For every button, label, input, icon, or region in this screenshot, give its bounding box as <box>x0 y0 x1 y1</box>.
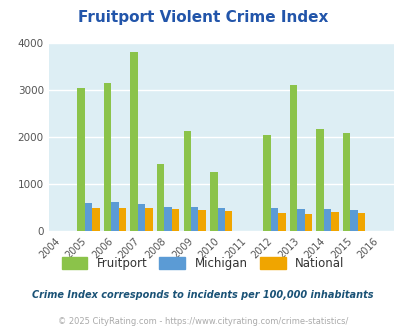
Text: © 2025 CityRating.com - https://www.cityrating.com/crime-statistics/: © 2025 CityRating.com - https://www.city… <box>58 317 347 326</box>
Bar <box>92 209 100 231</box>
Bar <box>357 213 364 231</box>
Bar <box>164 207 171 231</box>
Bar <box>111 202 119 231</box>
Bar <box>198 210 205 231</box>
Bar <box>304 214 311 231</box>
Bar <box>190 208 198 231</box>
Bar <box>224 211 232 231</box>
Bar <box>183 131 190 231</box>
Text: Fruitport Violent Crime Index: Fruitport Violent Crime Index <box>78 10 327 25</box>
Bar <box>296 209 304 231</box>
Bar <box>315 129 323 231</box>
Bar <box>104 83 111 231</box>
Bar <box>330 212 338 231</box>
Bar <box>342 133 350 231</box>
Bar <box>289 85 296 231</box>
Bar <box>270 209 277 231</box>
Bar <box>145 209 152 231</box>
Bar <box>323 209 330 231</box>
Bar <box>130 52 138 231</box>
Bar <box>210 172 217 231</box>
Bar <box>171 209 179 231</box>
Bar <box>85 203 92 231</box>
Bar <box>277 213 285 231</box>
Bar <box>77 87 85 231</box>
Bar <box>262 135 270 231</box>
Legend: Fruitport, Michigan, National: Fruitport, Michigan, National <box>58 253 347 274</box>
Bar <box>138 204 145 231</box>
Bar <box>350 210 357 231</box>
Text: Crime Index corresponds to incidents per 100,000 inhabitants: Crime Index corresponds to incidents per… <box>32 290 373 300</box>
Bar <box>119 209 126 231</box>
Bar <box>217 208 224 231</box>
Bar <box>157 164 164 231</box>
